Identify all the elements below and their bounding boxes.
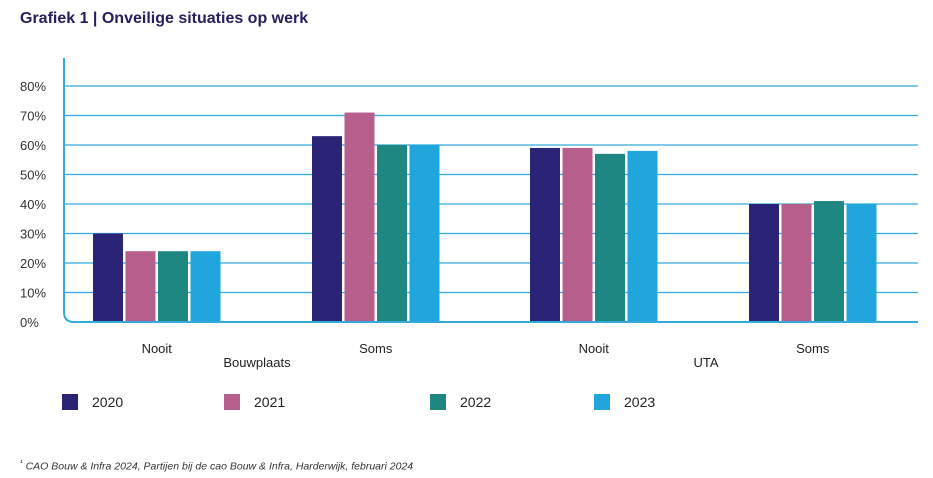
y-tick-label: 30% [20,227,46,242]
y-axis-tick-labels: 0% 10% 20% 30% 40% 50% 60% 70% 80% [20,79,46,330]
legend-label: 2022 [460,394,492,410]
bar [125,251,156,322]
bar [93,233,123,322]
x-category-label: Nooit [579,341,610,356]
legend-label: 2021 [254,394,286,410]
x-category-label: Soms [796,341,830,356]
y-tick-label: 10% [20,286,46,301]
bar [749,204,779,322]
legend-item: 2020 [62,394,123,410]
bar [562,147,593,322]
y-tick-label: 80% [20,79,46,94]
footnote: ¹ CAO Bouw & Infra 2024, Partijen bij de… [20,458,413,473]
bar [190,251,221,322]
bar [627,150,658,322]
legend-label: 2023 [624,394,656,410]
x-category-label: Nooit [142,341,173,356]
x-category-label: Soms [359,341,393,356]
y-tick-label: 70% [20,109,46,124]
bars [93,112,877,322]
bar [312,136,342,322]
x-group-label: UTA [693,355,718,370]
footnote-text: CAO Bouw & Infra 2024, Partijen bij de c… [25,460,414,473]
legend-swatch [430,394,446,410]
legend-item: 2021 [224,394,285,410]
bar [344,112,375,322]
bar [158,251,188,322]
bar [781,204,812,322]
legend-item: 2023 [594,394,655,410]
legend-label: 2020 [92,394,124,410]
bar [846,204,877,322]
chart-title: Grafiek 1 | Onveilige situaties op werk [20,10,309,27]
bar [814,201,844,322]
x-axis-labels: Nooit Soms Nooit Soms Bouwplaats UTA [142,341,830,370]
legend-swatch [594,394,610,410]
bar-chart: 0%10%20%30%40%50%60%70%80% Nooit Soms Nooi… [20,58,918,370]
y-tick-label: 60% [20,138,46,153]
bar [595,153,625,322]
bar [377,145,407,322]
bar [409,145,440,322]
y-tick-label: 50% [20,168,46,183]
bar [530,147,560,322]
footnote-marker: ¹ [20,458,23,467]
y-tick-label: 40% [20,197,46,212]
legend-item: 2022 [430,394,491,410]
x-group-label: Bouwplaats [223,355,291,370]
axes [63,58,918,323]
legend: 2020 2021 2022 2023 [0,394,933,418]
axis-line [63,58,918,323]
y-tick-label: 20% [20,256,46,271]
legend-swatch [62,394,78,410]
y-tick-label: 0% [20,315,39,330]
legend-swatch [224,394,240,410]
